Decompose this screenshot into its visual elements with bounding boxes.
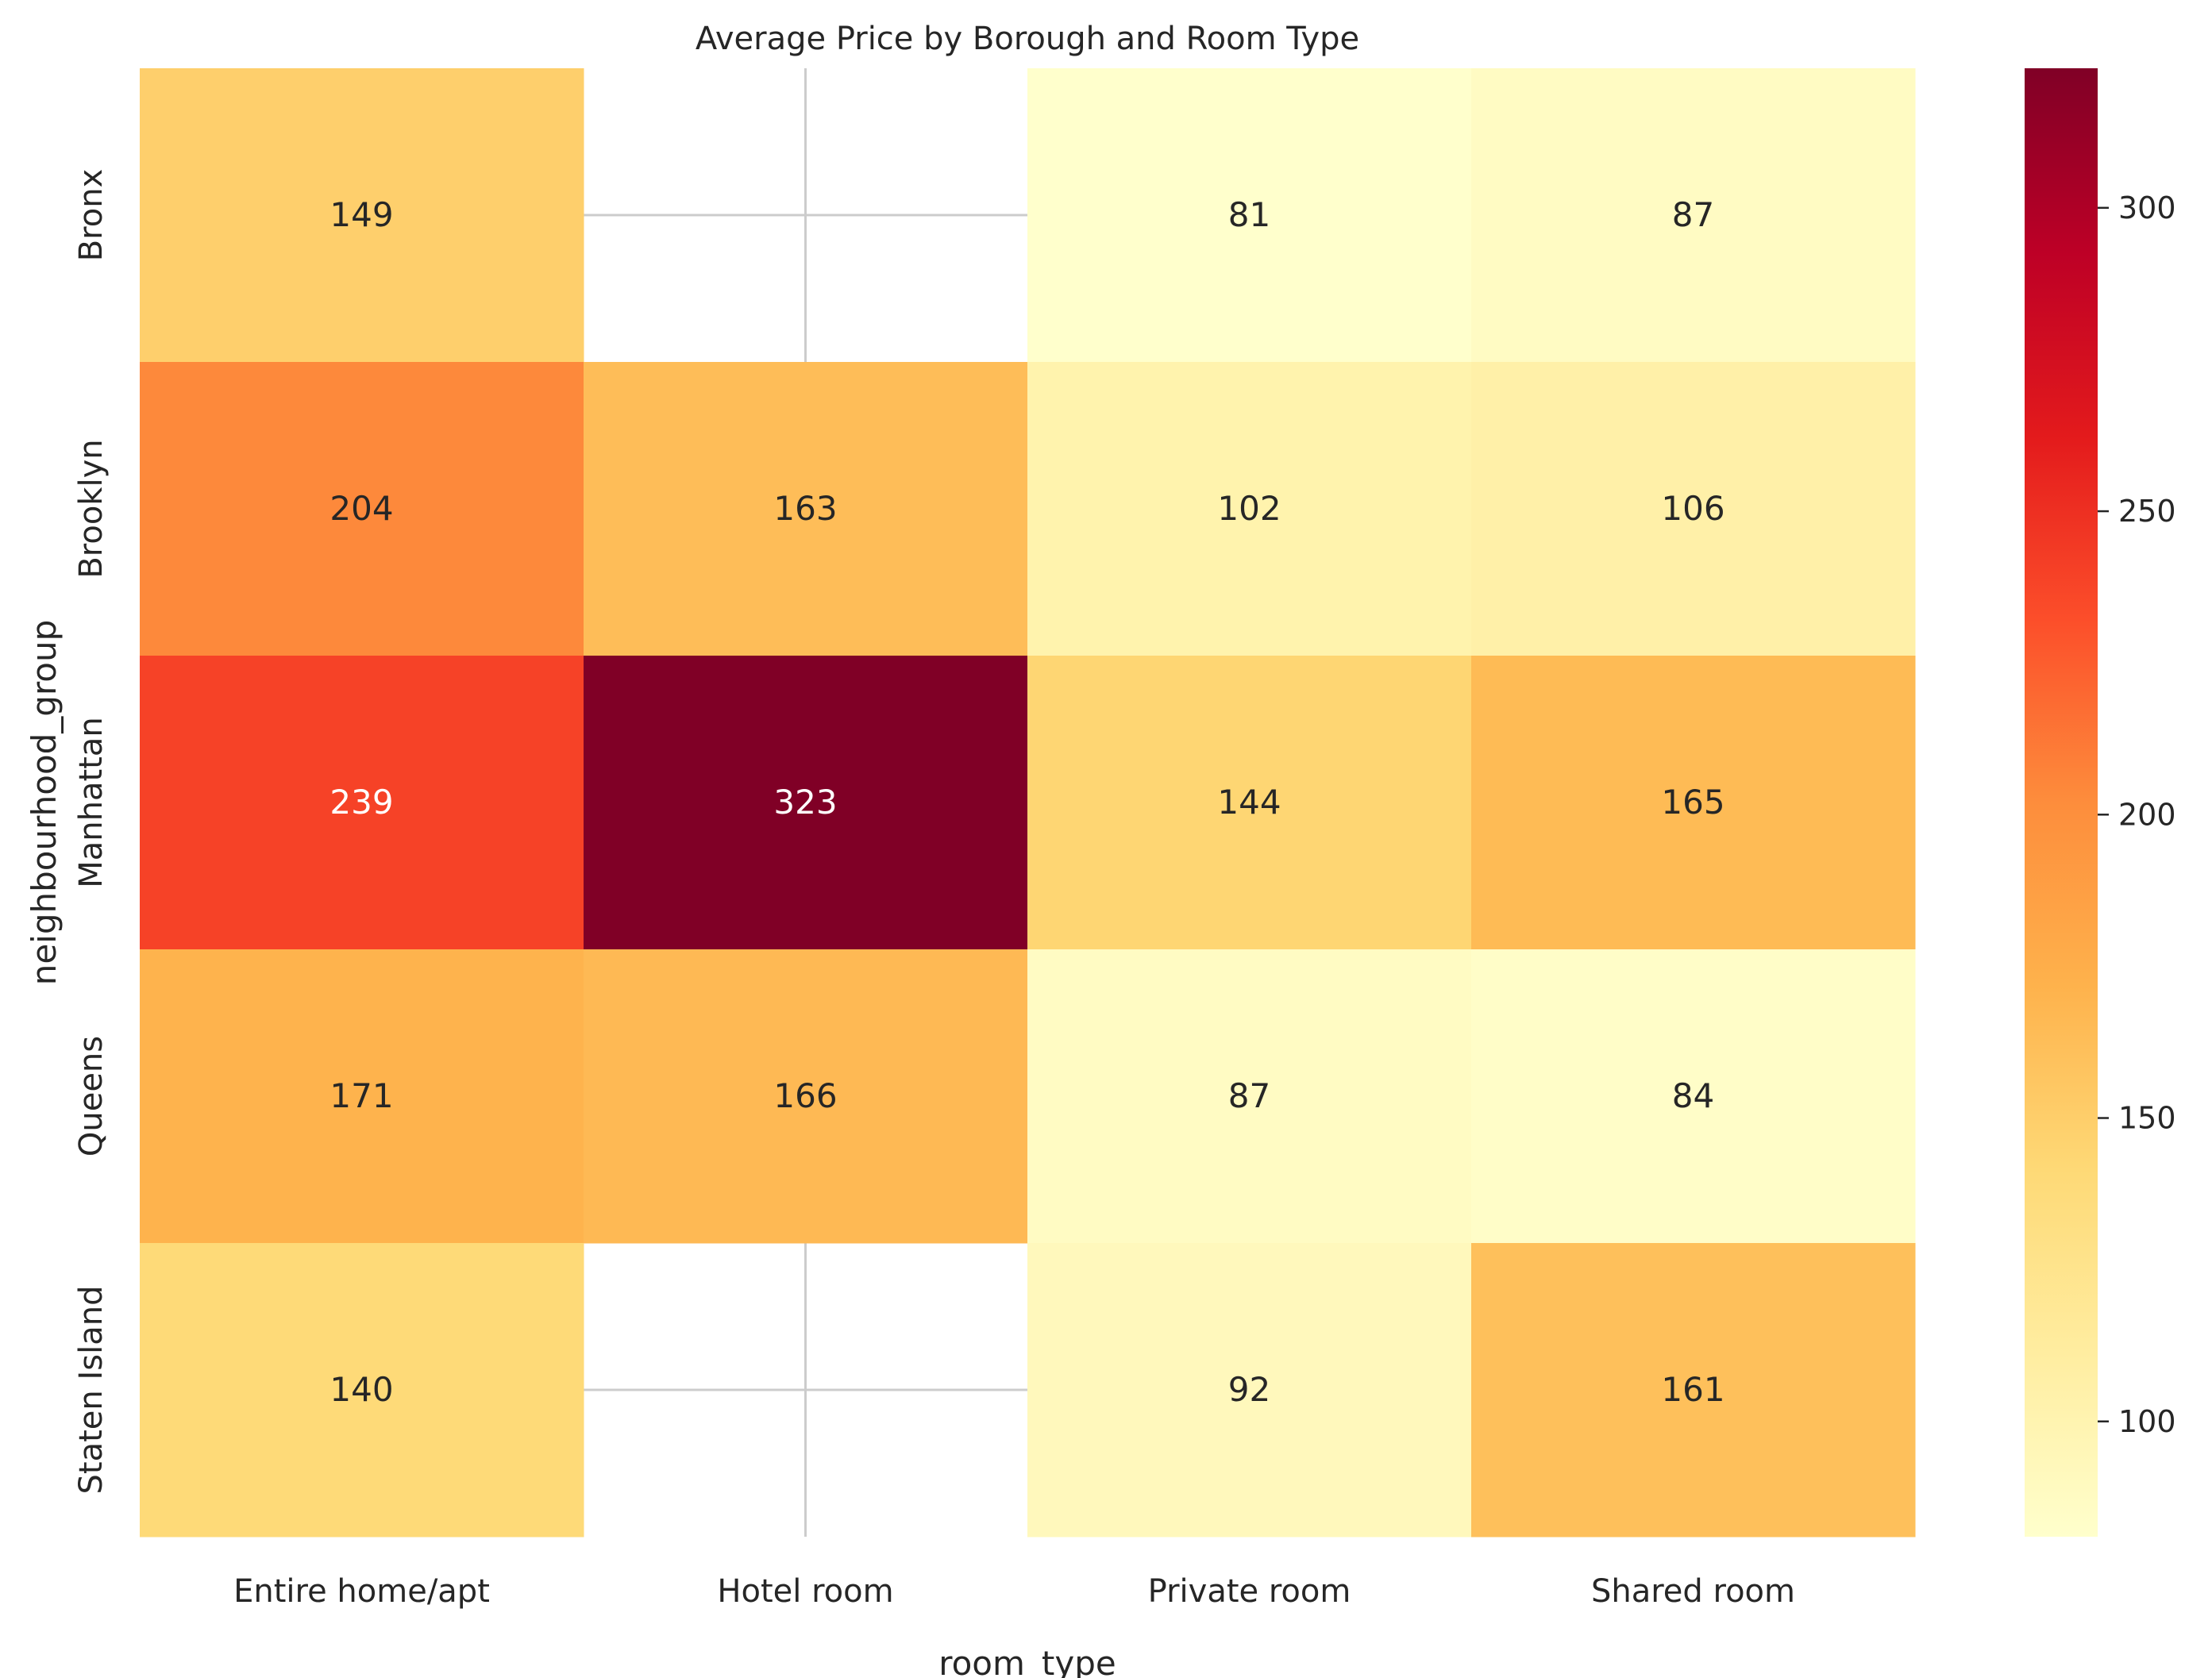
x-tick-label: Shared room <box>1591 1573 1795 1610</box>
chart-title: Average Price by Borough and Room Type <box>696 21 1359 57</box>
heatmap-cell <box>1027 68 1472 363</box>
x-tick-label: Entire home/apt <box>233 1573 490 1610</box>
cell-value-label: 84 <box>1672 1076 1714 1115</box>
cell-value-label: 87 <box>1672 195 1714 234</box>
y-tick-label: Staten Island <box>73 1286 110 1495</box>
y-tick-labels: Bronx Brooklyn Manhattan Queens Staten Islan… <box>73 169 110 1495</box>
cell-value-label: 323 <box>773 783 837 822</box>
heatmap-cell <box>1027 362 1472 656</box>
heatmap-cell <box>140 949 584 1244</box>
heatmap-cell <box>1027 656 1472 950</box>
cell-value-label: 165 <box>1661 783 1725 822</box>
cell-value-label: 102 <box>1217 489 1281 528</box>
cell-value-label: 140 <box>329 1370 393 1409</box>
cell-value-label: 163 <box>773 489 837 528</box>
colorbar-gradient <box>2025 68 2098 1537</box>
colorbar-tick-label: 300 <box>2118 191 2176 225</box>
heatmap-cell <box>584 656 1028 950</box>
cell-value-label: 204 <box>329 489 393 528</box>
heatmap-cell <box>140 362 584 656</box>
colorbar-tick-label: 100 <box>2118 1404 2176 1439</box>
heatmap-cell <box>584 362 1028 656</box>
cell-value-label: 161 <box>1661 1370 1725 1409</box>
y-tick-label: Queens <box>73 1036 110 1157</box>
cell-value-label: 92 <box>1228 1370 1270 1409</box>
y-tick-label: Bronx <box>73 169 110 262</box>
heatmap-cell <box>1471 362 1916 656</box>
heatmap-cell <box>1027 1243 1472 1538</box>
colorbar-tick-label: 250 <box>2118 494 2176 529</box>
colorbar-tick-label: 200 <box>2118 797 2176 832</box>
y-tick-label: Manhattan <box>73 717 110 887</box>
heatmap-cells <box>140 68 1916 1538</box>
cell-value-label: 106 <box>1661 489 1725 528</box>
colorbar-tick-label: 150 <box>2118 1101 2176 1136</box>
y-axis-label: neighbourhood_group <box>25 620 64 986</box>
heatmap-cell <box>1027 949 1472 1244</box>
cell-value-label: 239 <box>329 783 393 822</box>
heatmap-cell <box>1471 68 1916 363</box>
cell-value-label: 144 <box>1217 783 1281 822</box>
heatmap-cell <box>584 949 1028 1244</box>
colorbar: 100 150 200 250 300 <box>2025 68 2176 1537</box>
heatmap-cell <box>1471 656 1916 950</box>
y-tick-label: Brooklyn <box>73 439 110 578</box>
x-axis-label: room_type <box>938 1644 1116 1678</box>
heatmap-cell <box>140 68 584 363</box>
cell-value-label: 149 <box>329 195 393 234</box>
heatmap-cell <box>140 656 584 950</box>
cell-value-label: 171 <box>329 1076 393 1115</box>
x-tick-labels: Entire home/apt Hotel room Private room Sha… <box>233 1573 1795 1610</box>
x-tick-label: Private room <box>1148 1573 1351 1610</box>
cell-labels: 149 81 87 204 163 102 106 239 323 144 165 171 166 87 8… <box>329 195 1725 1409</box>
cell-value-label: 166 <box>773 1076 837 1115</box>
heatmap-cell <box>1471 949 1916 1244</box>
cell-value-label: 81 <box>1228 195 1270 234</box>
heatmap-cell <box>140 1243 584 1538</box>
x-tick-label: Hotel room <box>717 1573 893 1610</box>
cell-value-label: 87 <box>1228 1076 1270 1115</box>
heatmap-cell <box>1471 1243 1916 1538</box>
